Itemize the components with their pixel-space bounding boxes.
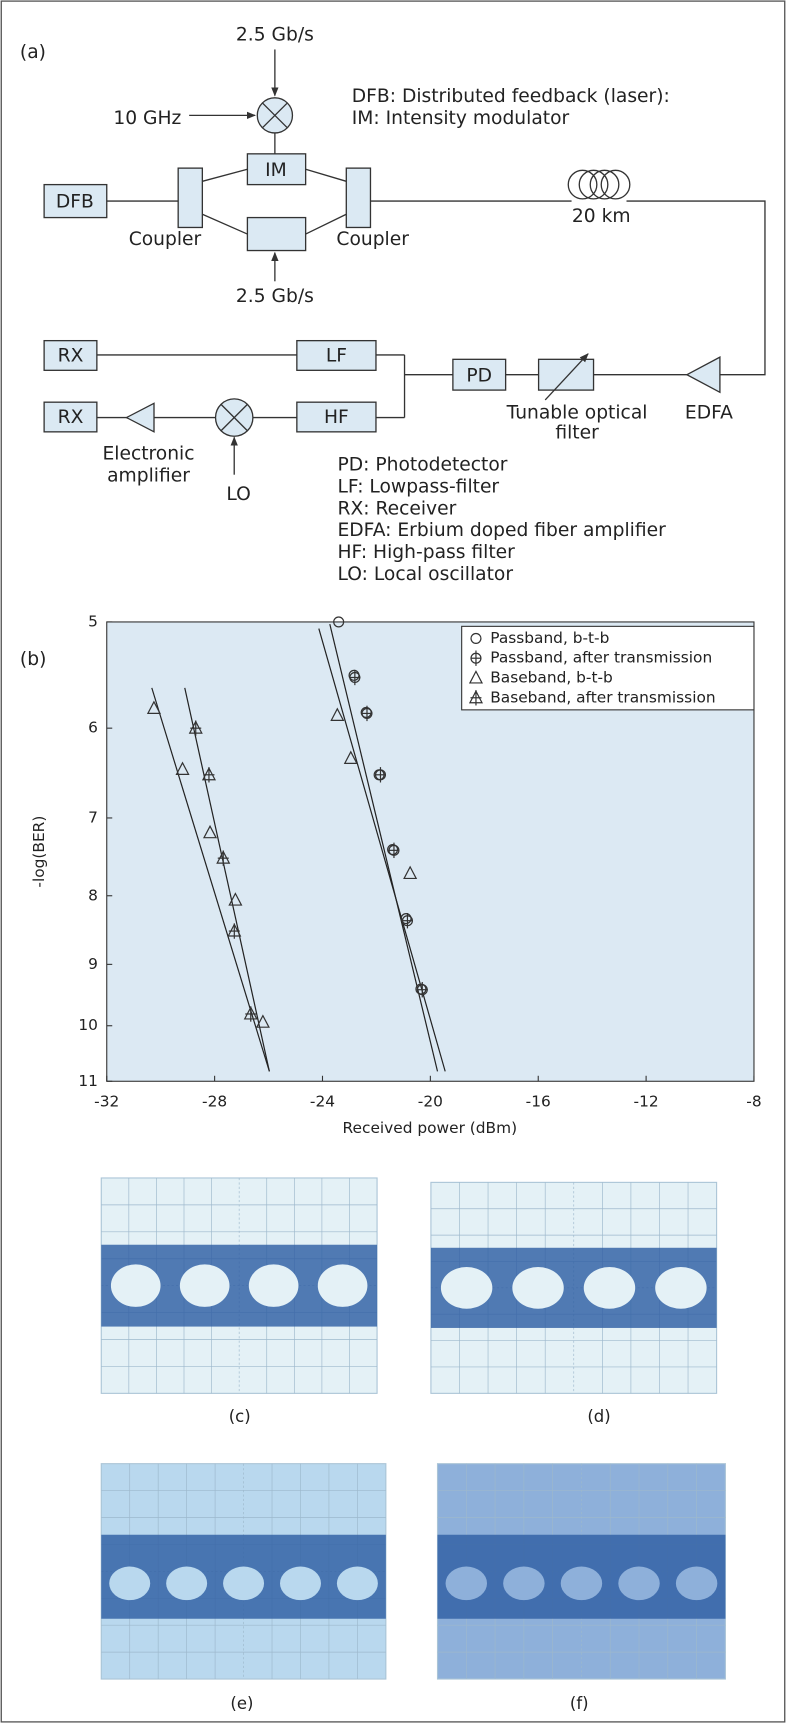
figure: (a) 2.5 Gb/s 10 GHz DFB: Distributed fee… bbox=[0, 0, 786, 1723]
y-axis-label: -log(BER) bbox=[30, 816, 48, 888]
x-tick-label: -20 bbox=[418, 1093, 443, 1111]
eye-opening bbox=[280, 1567, 321, 1601]
y-tick-label: 9 bbox=[88, 955, 98, 973]
block-label: amplifier bbox=[107, 465, 190, 486]
eye-opening bbox=[503, 1567, 544, 1601]
eye-diagram bbox=[101, 1178, 377, 1393]
eye-opening bbox=[109, 1567, 150, 1601]
y-tick-label: 8 bbox=[88, 886, 98, 904]
eye-opening bbox=[223, 1567, 264, 1601]
panel-label: (b) bbox=[20, 649, 46, 670]
input-label: 10 GHz bbox=[113, 108, 181, 129]
eye-diagram bbox=[101, 1464, 386, 1679]
block-label: PD bbox=[466, 365, 492, 386]
eye-opening bbox=[676, 1567, 717, 1601]
block-label: HF bbox=[324, 407, 349, 428]
eye-opening bbox=[655, 1267, 706, 1309]
panel-label: (d) bbox=[587, 1407, 610, 1426]
page: (a) 2.5 Gb/s 10 GHz DFB: Distributed fee… bbox=[0, 0, 786, 1723]
legend-text: RX: Receiver bbox=[338, 498, 457, 519]
block-label: RX bbox=[58, 407, 84, 428]
input-label: 2.5 Gb/s bbox=[236, 286, 314, 307]
eye-diagram bbox=[431, 1182, 717, 1393]
y-tick-label: 10 bbox=[78, 1016, 98, 1034]
eye-opening bbox=[584, 1267, 635, 1309]
eye-opening bbox=[111, 1264, 161, 1307]
legend-label: Passband, b-t-b bbox=[490, 629, 609, 647]
panel-label: (a) bbox=[20, 42, 46, 63]
y-tick-label: 5 bbox=[88, 612, 98, 630]
input-label: 2.5 Gb/s bbox=[236, 25, 314, 46]
eye-opening bbox=[561, 1567, 602, 1601]
legend-text: EDFA: Erbium doped fiber amplifier bbox=[338, 520, 667, 541]
coupler bbox=[346, 168, 370, 227]
x-tick-label: -16 bbox=[526, 1093, 551, 1111]
x-tick-label: -24 bbox=[310, 1093, 335, 1111]
ber-chart: (b) -log(BER) Received power (dBm) 5 6 7 8 9… bbox=[20, 612, 762, 1137]
legend-text: LF: Lowpass-filter bbox=[338, 476, 500, 497]
eye-diagram bbox=[438, 1464, 726, 1679]
y-tick-label: 11 bbox=[78, 1072, 98, 1090]
legend-text: LO: Local oscillator bbox=[338, 564, 514, 585]
block-label: LF bbox=[326, 346, 347, 367]
x-tick-label: -32 bbox=[94, 1093, 119, 1111]
block-label: DFB bbox=[56, 192, 94, 213]
legend-label: Passband, after transmission bbox=[490, 649, 712, 667]
x-tick-label: -28 bbox=[202, 1093, 227, 1111]
x-tick-label: -8 bbox=[746, 1093, 761, 1111]
panel-label: (f) bbox=[570, 1694, 589, 1713]
eye-opening bbox=[512, 1267, 563, 1309]
legend-text: DFB: Distributed feedback (laser): bbox=[352, 86, 670, 107]
legend-text: IM: Intensity modulator bbox=[352, 108, 570, 129]
block-label: filter bbox=[555, 422, 599, 443]
legend: Passband, b-t-b Passband, after transmiss… bbox=[462, 626, 754, 710]
y-tick-label: 6 bbox=[88, 719, 98, 737]
eye-opening bbox=[166, 1567, 207, 1601]
eye-opening bbox=[180, 1264, 230, 1307]
mixer bbox=[216, 399, 253, 436]
legend-text: PD: Photodetector bbox=[338, 454, 508, 475]
x-axis-label: Received power (dBm) bbox=[343, 1119, 518, 1137]
block-label: EDFA bbox=[685, 403, 733, 424]
mixer bbox=[257, 98, 292, 133]
eye-opening bbox=[618, 1567, 659, 1601]
block-label: LO bbox=[226, 484, 250, 505]
block-label: Coupler bbox=[129, 229, 202, 250]
y-tick-label: 7 bbox=[88, 808, 98, 826]
coupler bbox=[178, 168, 202, 227]
eye-opening bbox=[446, 1567, 487, 1601]
legend-label: Baseband, b-t-b bbox=[490, 668, 613, 686]
block-label: Tunable optical bbox=[506, 403, 648, 424]
block-label: RX bbox=[58, 346, 84, 367]
legend-text: HF: High-pass filter bbox=[338, 542, 516, 563]
eye-opening bbox=[249, 1264, 299, 1307]
block-label: 20 km bbox=[572, 206, 631, 227]
filter bbox=[539, 359, 594, 390]
block-label: IM bbox=[265, 160, 287, 181]
eye-opening bbox=[318, 1264, 368, 1307]
block bbox=[247, 218, 305, 251]
x-tick-label: -12 bbox=[634, 1093, 659, 1111]
eye-opening bbox=[441, 1267, 492, 1309]
block-label: Electronic bbox=[102, 443, 194, 464]
panel-label: (c) bbox=[229, 1407, 251, 1426]
legend-label: Baseband, after transmission bbox=[490, 688, 715, 706]
block-label: Coupler bbox=[336, 229, 409, 250]
panel-label: (e) bbox=[230, 1694, 253, 1713]
eye-opening bbox=[337, 1567, 378, 1601]
